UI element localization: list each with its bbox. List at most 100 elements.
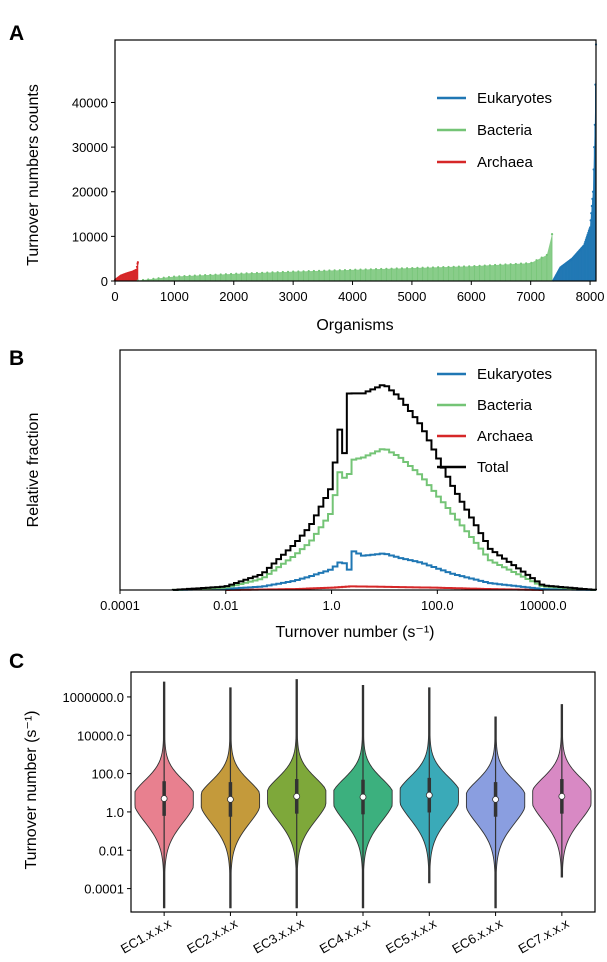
point-eukaryotes-66 [591, 197, 594, 200]
legend-label-bacteria: Bacteria [477, 122, 533, 139]
point-eukaryotes-58 [586, 233, 589, 236]
point-eukaryotes-52 [583, 244, 586, 247]
c-ytick-label: 1.0 [106, 805, 124, 820]
point-bacteria-6 [167, 276, 171, 279]
point-bacteria-58 [437, 266, 440, 269]
series-eukaryotes [552, 43, 598, 282]
c-ytick-label: 100.0 [91, 767, 124, 782]
point-bacteria-7 [173, 275, 176, 278]
panel-b-plot [171, 384, 597, 591]
point-bacteria-51 [400, 267, 404, 270]
point-bacteria-20 [240, 272, 243, 275]
violin-ec3-x-x-x [267, 679, 327, 909]
point-eukaryotes-54 [584, 240, 587, 243]
legend-label-eukaryotes: Eukaryotes [477, 90, 552, 107]
point-bacteria-26 [271, 271, 274, 274]
point-archaea-36 [135, 268, 138, 271]
point-bacteria-69 [494, 263, 497, 267]
point-bacteria-65 [473, 265, 476, 268]
line-archaea [224, 585, 545, 591]
point-bacteria-38 [333, 269, 336, 272]
point-bacteria-53 [411, 266, 414, 270]
a-ytick-label: 20000 [72, 185, 108, 200]
point-eukaryotes-61 [588, 228, 591, 231]
series-archaea [224, 585, 545, 591]
panel-b-xlabel: Turnover number (s⁻¹) [276, 624, 435, 641]
panel-c-plot [134, 679, 592, 909]
a-xtick-label: 2000 [219, 289, 248, 304]
violin-median [293, 792, 301, 800]
point-bacteria-14 [209, 273, 212, 277]
point-bacteria-45 [369, 268, 372, 271]
point-eukaryotes-57 [585, 235, 589, 238]
point-bacteria-25 [266, 271, 269, 274]
point-bacteria-41 [349, 268, 352, 272]
point-bacteria-18 [229, 272, 233, 276]
point-bacteria-54 [416, 266, 419, 269]
a-ytick-label: 30000 [72, 140, 108, 155]
line-bacteria [171, 448, 597, 591]
point-bacteria-79 [545, 253, 548, 257]
legend-label-bacteria: Bacteria [477, 397, 533, 414]
panel-b-legend: Eukaryotes Bacteria Archaea Total [437, 366, 552, 476]
point-bacteria-19 [235, 272, 238, 275]
legend-label-archaea: Archaea [477, 154, 534, 171]
b-xtick-label: 0.01 [213, 598, 238, 613]
point-bacteria-46 [374, 268, 378, 271]
point-bacteria-8 [178, 275, 181, 278]
panel-b-ylabel: Relative fraction [25, 413, 42, 528]
a-xtick-label: 0 [111, 289, 118, 304]
point-bacteria-52 [405, 267, 409, 270]
a-xtick-label: 8000 [576, 289, 605, 304]
point-bacteria-12 [198, 274, 202, 277]
c-xtick-label: EC5.x.x.x [383, 915, 439, 956]
violin-median [492, 796, 499, 803]
point-bacteria-75 [525, 262, 528, 265]
violin-median [227, 796, 234, 803]
point-bacteria-67 [483, 264, 486, 267]
a-xtick-label: 4000 [338, 289, 367, 304]
violin-median [558, 792, 566, 800]
violin-median [160, 795, 168, 802]
panel-c-ylabel: Turnover number (s⁻¹) [23, 711, 40, 870]
point-bacteria-55 [421, 266, 424, 269]
point-bacteria-80 [550, 233, 554, 236]
point-bacteria-21 [245, 272, 248, 275]
violin-ec1-x-x-x [134, 681, 194, 909]
point-archaea-39 [136, 261, 139, 264]
point-bacteria-78 [540, 256, 543, 259]
series-archaea [113, 261, 139, 282]
point-bacteria-4 [157, 277, 160, 280]
legend-label-total: Total [477, 459, 509, 476]
violin-median [425, 791, 433, 799]
point-archaea-37 [135, 265, 139, 268]
point-bacteria-30 [292, 270, 295, 273]
point-bacteria-59 [442, 266, 445, 269]
point-bacteria-48 [385, 267, 388, 270]
point-bacteria-35 [317, 269, 321, 272]
a-ytick-label: 10000 [72, 229, 108, 244]
violin-ec7-x-x-x [532, 704, 592, 878]
c-xtick-label: EC4.x.x.x [317, 915, 373, 956]
point-bacteria-47 [380, 267, 383, 271]
point-bacteria-70 [499, 263, 502, 266]
violin-ec5-x-x-x [399, 687, 459, 884]
point-bacteria-44 [364, 268, 367, 271]
point-eukaryotes-70 [593, 123, 596, 126]
c-xtick-label: EC7.x.x.x [516, 915, 572, 956]
point-bacteria-13 [204, 274, 207, 277]
point-bacteria-76 [530, 261, 533, 264]
a-xtick-label: 1000 [160, 289, 189, 304]
point-eukaryotes-55 [584, 238, 588, 242]
point-bacteria-63 [462, 265, 466, 268]
point-bacteria-24 [261, 271, 264, 274]
point-bacteria-50 [395, 267, 398, 270]
point-bacteria-27 [276, 271, 279, 274]
point-bacteria-31 [297, 270, 300, 273]
point-bacteria-3 [152, 277, 155, 280]
point-bacteria-43 [359, 268, 362, 271]
a-xtick-label: 3000 [279, 289, 308, 304]
line-total [171, 384, 597, 591]
line-eukaryotes [171, 550, 597, 591]
a-ytick-label: 40000 [72, 95, 108, 110]
